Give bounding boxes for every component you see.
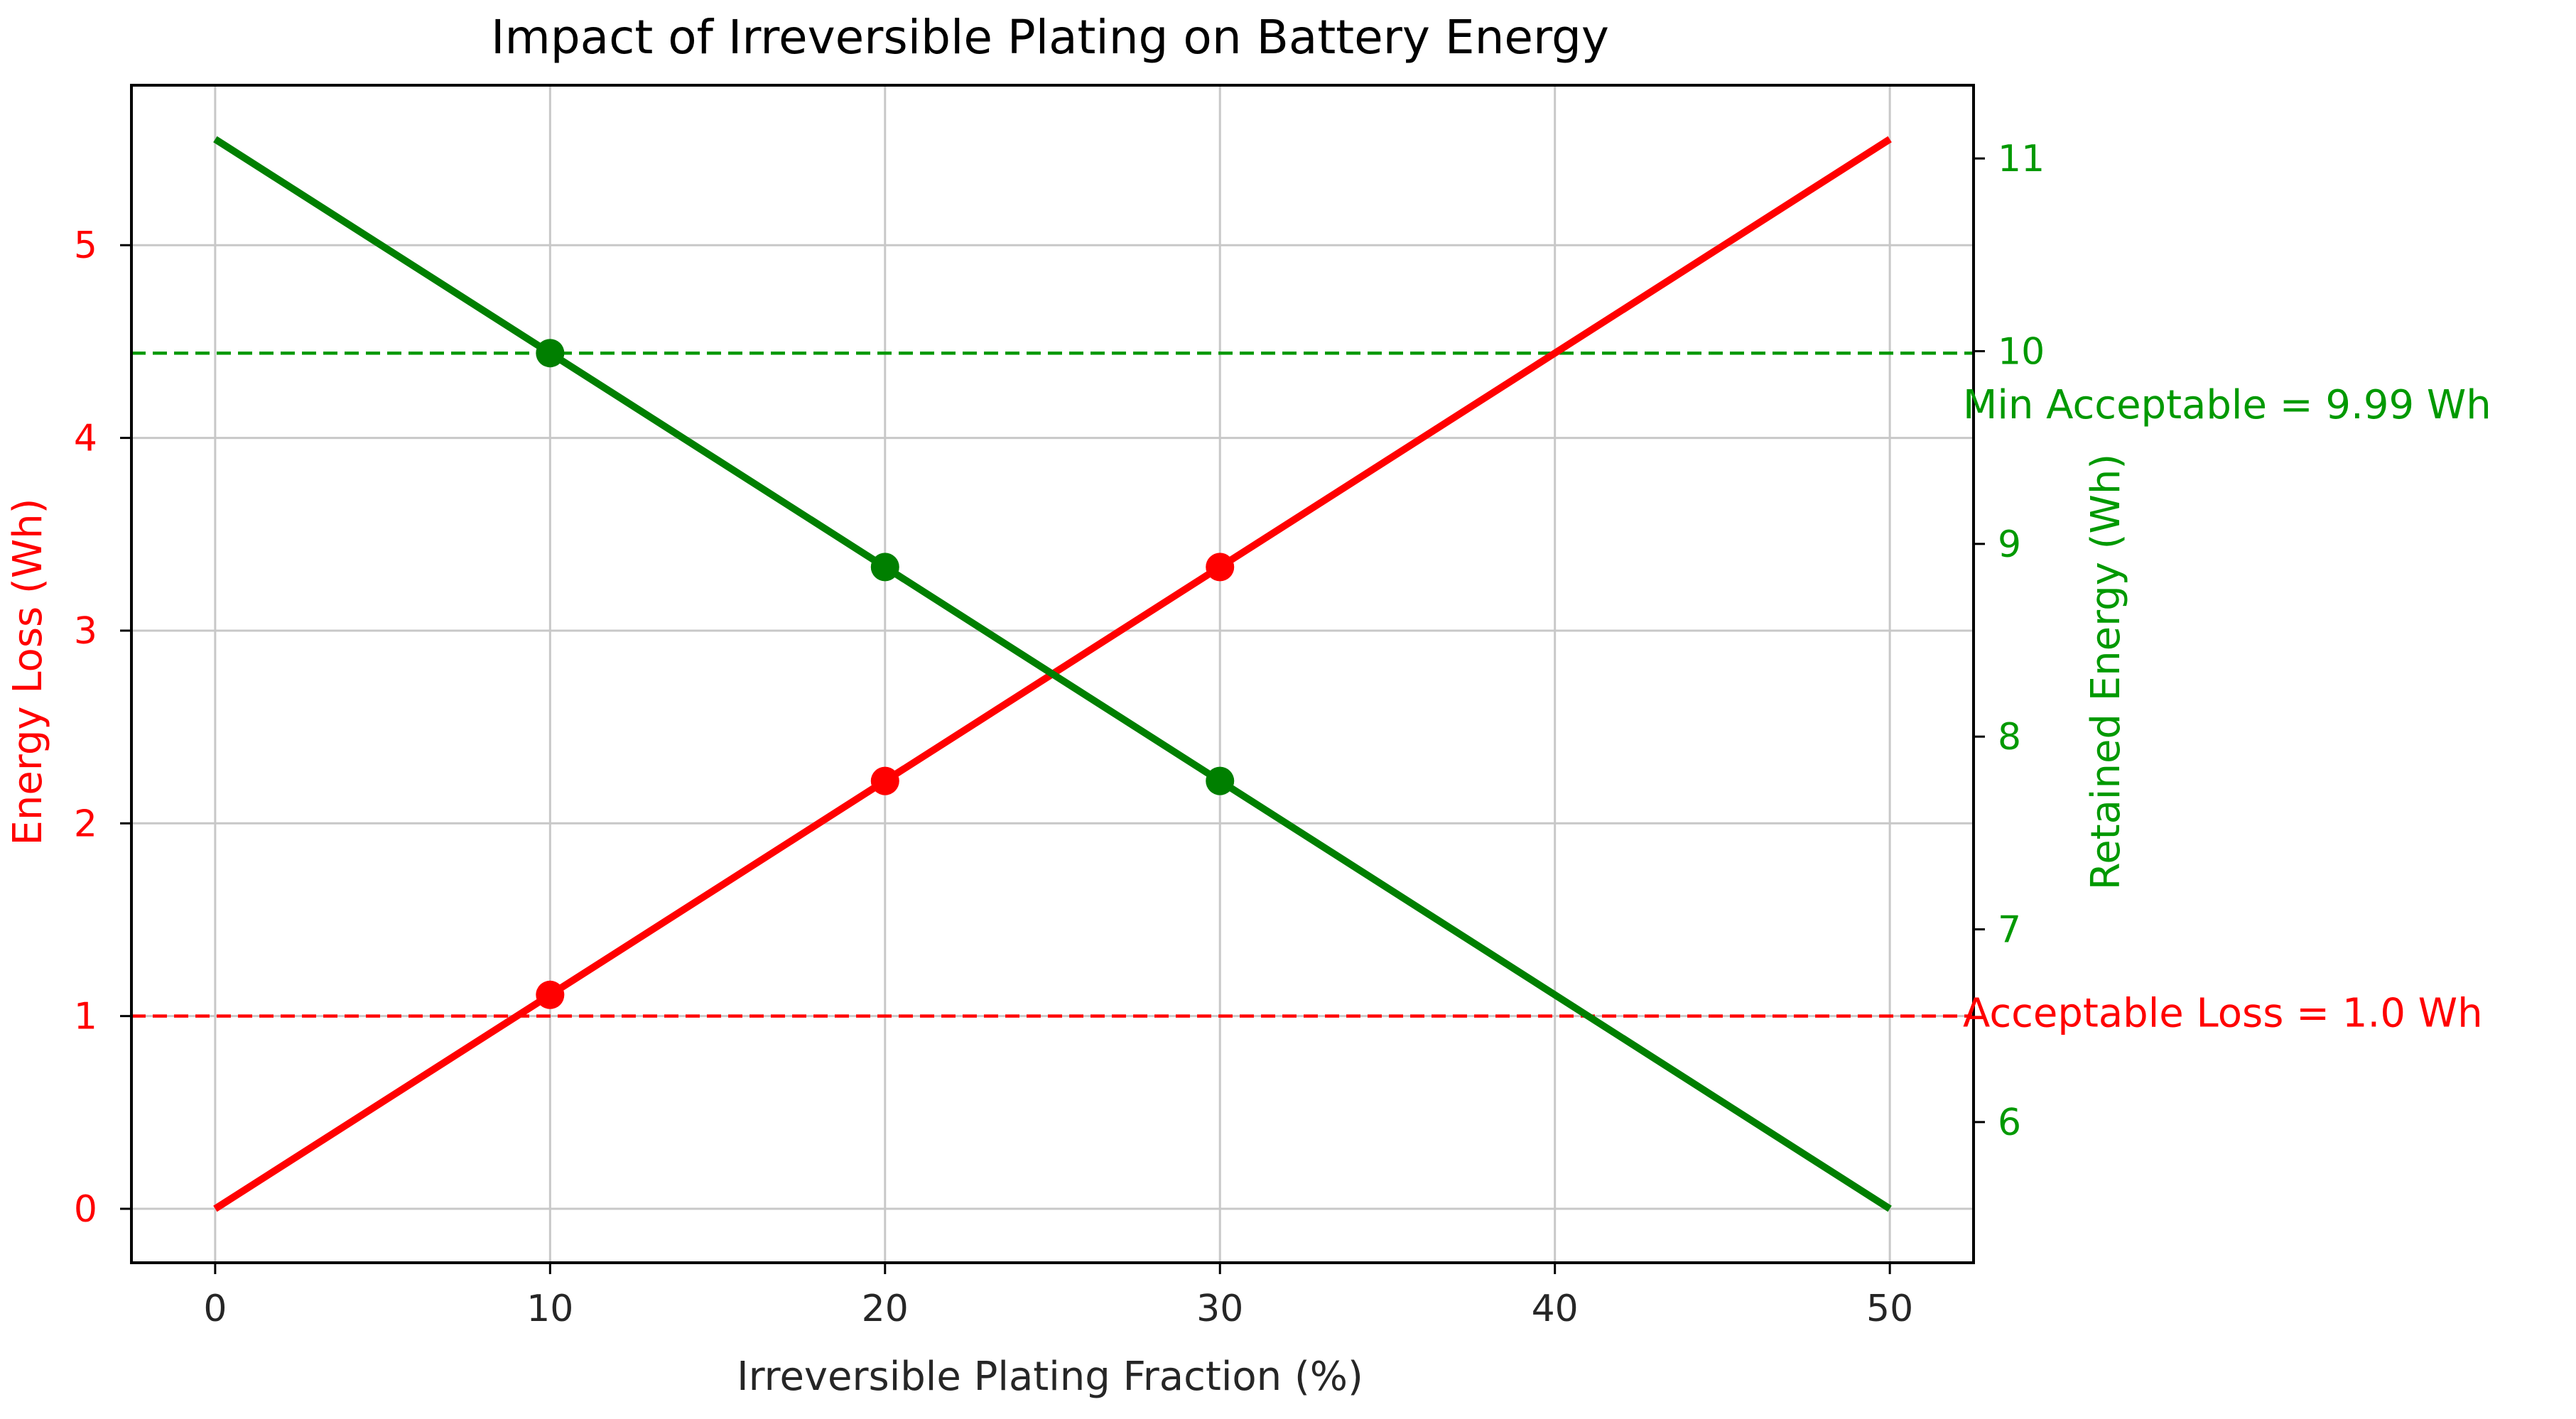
y-right-axis-ticks: 6 7 8 9 10 11 xyxy=(1974,138,2045,1144)
threshold-lines xyxy=(131,351,1974,1018)
data-point-retained-energy xyxy=(1206,766,1235,795)
y-left-tick-label: 5 xyxy=(74,224,97,267)
series-lines xyxy=(213,136,1892,1212)
x-tick-label: 10 xyxy=(526,1288,573,1330)
x-tick-label: 20 xyxy=(862,1288,909,1330)
plot-frame xyxy=(130,84,1975,1264)
data-point-energy-loss xyxy=(1206,553,1235,582)
y-left-tick-label: 1 xyxy=(74,996,97,1038)
threshold-label-left: Acceptable Loss = 1.0 Wh xyxy=(1963,991,2483,1037)
y-left-tick-label: 2 xyxy=(74,803,97,845)
y-left-axis-ticks: 0 1 2 3 4 5 xyxy=(74,224,131,1231)
data-point-energy-loss xyxy=(536,980,565,1009)
x-tick-label: 0 xyxy=(203,1288,227,1330)
grid-lines xyxy=(131,85,1974,1263)
y-left-axis-label: Energy Loss (Wh) xyxy=(5,498,51,845)
x-tick-label: 40 xyxy=(1532,1288,1579,1330)
y-right-axis-label: Retained Energy (Wh) xyxy=(2083,454,2129,890)
data-point-energy-loss xyxy=(870,766,899,795)
y-left-tick-label: 3 xyxy=(74,610,97,653)
x-tick-label: 50 xyxy=(1866,1288,1913,1330)
threshold-label-right: Min Acceptable = 9.99 Wh xyxy=(1963,382,2491,428)
data-point-retained-energy xyxy=(536,339,565,368)
series-line-retained-energy xyxy=(213,136,1892,1212)
x-axis-label: Irreversible Plating Fraction (%) xyxy=(737,1354,1363,1400)
y-left-tick-label: 4 xyxy=(74,418,97,460)
threshold-labels: Acceptable Loss = 1.0 Wh Min Acceptable =… xyxy=(1963,382,2491,1036)
data-point-retained-energy xyxy=(870,553,899,582)
chart-title: Impact of Irreversible Plating on Batter… xyxy=(491,10,1609,65)
y-left-tick-label: 0 xyxy=(74,1188,97,1231)
y-right-tick-label: 11 xyxy=(1998,138,2045,180)
y-right-tick-label: 9 xyxy=(1998,523,2021,566)
y-right-tick-label: 10 xyxy=(1998,330,2045,373)
y-right-tick-label: 7 xyxy=(1998,909,2021,952)
y-right-tick-label: 8 xyxy=(1998,716,2021,759)
x-axis-ticks: 0 10 20 30 40 50 xyxy=(203,1263,1913,1330)
x-tick-label: 30 xyxy=(1196,1288,1243,1330)
series-markers xyxy=(536,339,1235,1009)
y-right-tick-label: 6 xyxy=(1998,1102,2021,1144)
